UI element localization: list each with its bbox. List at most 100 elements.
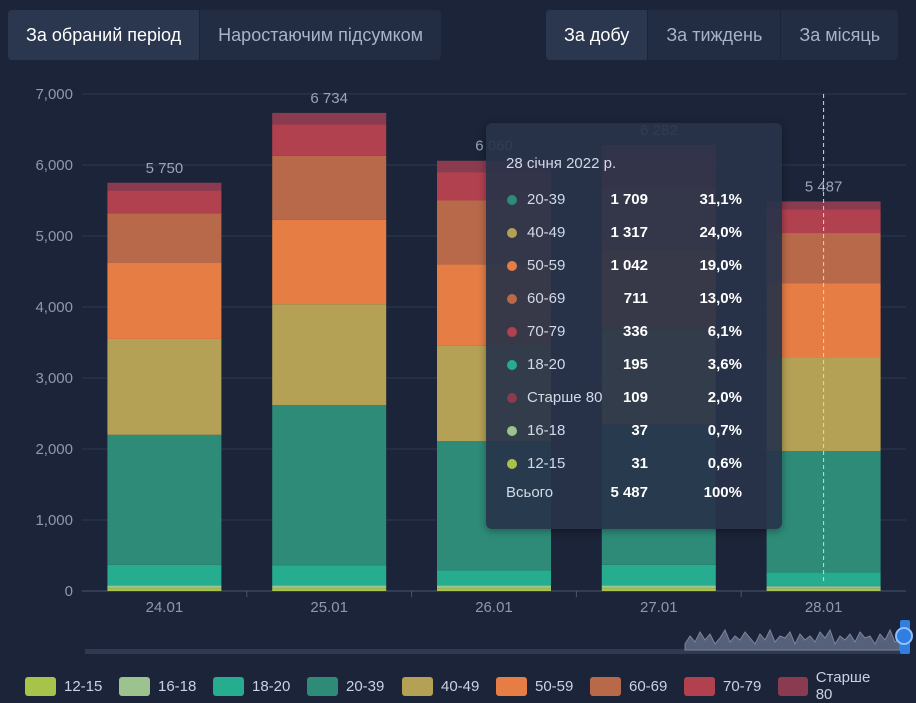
tooltip-series-name: 60-69: [527, 290, 566, 307]
tooltip-row: 50-59 1 042 19,0%: [506, 256, 762, 276]
legend-item[interactable]: 70-79: [684, 669, 778, 703]
tooltip-series-name: 18-20: [527, 356, 566, 373]
legend-item[interactable]: 20-39: [307, 669, 402, 703]
legend-swatch: [684, 676, 715, 696]
navigator-sparkline: [684, 628, 901, 651]
tooltip-series-value: 1 709: [610, 191, 648, 208]
bar-segment: [272, 588, 387, 591]
tooltip-total-pct: 100%: [703, 484, 742, 501]
tooltip-series-pct: 19,0%: [699, 257, 742, 274]
bar-total-label: 5 750: [146, 160, 184, 177]
tooltip-series-pct: 31,1%: [699, 191, 742, 208]
legend-label: 12-15: [64, 677, 103, 695]
legend-swatch: [213, 676, 244, 696]
x-tick-label: 25.01: [310, 599, 348, 616]
bar-segment: [601, 585, 716, 589]
bar-segment: [107, 564, 222, 586]
tooltip-series-dot: [507, 459, 517, 469]
bar-segment: [766, 450, 881, 573]
tooltip-date: 28 січня 2022 р.: [506, 155, 617, 172]
legend-item[interactable]: 50-59: [496, 669, 590, 703]
tooltip-total-row: Всього 5 487 100%: [506, 483, 762, 503]
bar-segment: [107, 182, 222, 191]
bar-segment: [272, 585, 387, 589]
tooltip-series-name: Старше 80: [527, 389, 603, 406]
bar-segment: [272, 565, 387, 586]
bar-segment: [272, 155, 387, 220]
tooltip-series-dot: [507, 294, 517, 304]
x-tick-label: 26.01: [475, 599, 513, 616]
chart-legend: 12-15 16-18 18-20 20-39 40-49 50-59 60-69 70-79…: [25, 669, 888, 703]
tab-selected-period[interactable]: За обраний період: [8, 10, 201, 60]
bar-segment: [601, 588, 716, 591]
tooltip-row: 40-49 1 317 24,0%: [506, 223, 762, 243]
bar-segment: [107, 588, 222, 591]
tooltip-series-pct: 2,0%: [707, 389, 742, 406]
tooltip-series-pct: 6,1%: [707, 323, 742, 340]
bar-segment: [272, 124, 387, 156]
legend-item[interactable]: 18-20: [213, 669, 307, 703]
bar-total-label: 6 734: [310, 90, 348, 107]
y-tick-label: 6,000: [35, 157, 73, 174]
navigator-handle[interactable]: [895, 627, 913, 645]
tab-weekly[interactable]: За тиждень: [648, 10, 782, 60]
legend-item[interactable]: 40-49: [402, 669, 496, 703]
tooltip-series-value: 336: [622, 323, 648, 340]
tooltip-series-pct: 3,6%: [707, 356, 742, 373]
tooltip-series-dot: [507, 426, 517, 436]
legend-item[interactable]: 60-69: [590, 669, 684, 703]
legend-item[interactable]: Старше 80: [778, 669, 888, 703]
legend-swatch: [119, 676, 150, 696]
legend-label: 20-39: [346, 677, 385, 695]
tooltip-row: 70-79 336 6,1%: [506, 322, 762, 342]
tooltip-series-value: 37: [631, 422, 648, 439]
legend-item[interactable]: 12-15: [25, 669, 119, 703]
tooltip-series-value: 195: [622, 356, 648, 373]
tooltip-series-dot: [507, 228, 517, 238]
tooltip-row: Старше 80 109 2,0%: [506, 388, 762, 408]
bar-segment: [272, 304, 387, 405]
legend-label: 50-59: [535, 677, 574, 695]
y-tick-label: 3,000: [35, 370, 73, 387]
tooltip-row: 18-20 195 3,6%: [506, 355, 762, 375]
bar-segment: [107, 213, 222, 263]
tooltip-series-value: 109: [622, 389, 648, 406]
legend-swatch: [402, 676, 433, 696]
y-tick-label: 7,000: [35, 86, 73, 103]
legend-label: 40-49: [441, 677, 480, 695]
x-tick-label: 27.01: [640, 599, 678, 616]
tooltip-series-pct: 24,0%: [699, 224, 742, 241]
y-tick-label: 2,000: [35, 441, 73, 458]
tooltip-row: 20-39 1 709 31,1%: [506, 190, 762, 210]
tooltip-total-value: 5 487: [610, 484, 648, 501]
tooltip-series-dot: [507, 327, 517, 337]
y-tick-label: 1,000: [35, 512, 73, 529]
bar-segment: [766, 201, 881, 210]
y-tick-label: 0: [65, 583, 73, 600]
tooltip-series-pct: 0,6%: [707, 455, 742, 472]
legend-swatch: [778, 676, 808, 696]
tooltip-total-label: Всього: [506, 484, 554, 501]
tab-daily[interactable]: За добу: [546, 10, 649, 60]
tooltip-series-name: 50-59: [527, 257, 566, 274]
tooltip-series-pct: 13,0%: [699, 290, 742, 307]
tooltip-series-name: 16-18: [527, 422, 566, 439]
chart-tooltip: 28 січня 2022 р. 20-39 1 709 31,1% 40-49 1 3…: [486, 123, 782, 529]
legend-item[interactable]: 16-18: [119, 669, 213, 703]
tab-cumulative[interactable]: Наростаючим підсумком: [218, 25, 424, 45]
period-mode-tabs: За обраний період Наростаючим підсумком: [8, 10, 442, 60]
y-tick-label: 4,000: [35, 299, 73, 316]
tooltip-series-name: 40-49: [527, 224, 566, 241]
legend-swatch: [25, 676, 56, 696]
tab-monthly[interactable]: За місяць: [799, 25, 881, 45]
bar-segment: [107, 434, 222, 565]
bar-segment: [272, 112, 387, 125]
tooltip-series-pct: 0,7%: [707, 422, 742, 439]
bar-segment: [107, 262, 222, 339]
bar-segment: [601, 564, 716, 586]
bar-segment: [107, 338, 222, 435]
tooltip-series-dot: [507, 393, 517, 403]
bar-segment: [766, 588, 881, 591]
tooltip-series-name: 20-39: [527, 191, 566, 208]
bar-segment: [107, 190, 222, 214]
